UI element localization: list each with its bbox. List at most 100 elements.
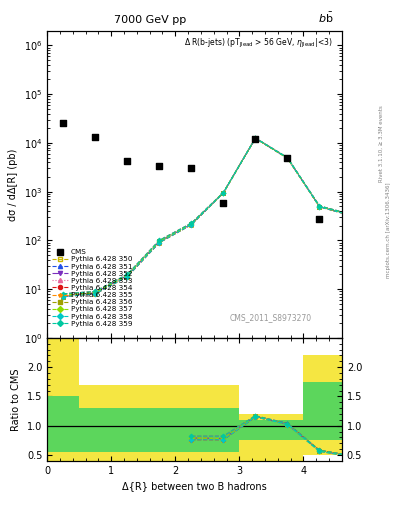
Pythia 6.428 350 bbox=[189, 222, 194, 228]
Line: Pythia 6.428 353: Pythia 6.428 353 bbox=[61, 137, 353, 297]
Pythia 6.428 350 bbox=[221, 190, 226, 196]
Y-axis label: dσ / dΔ[R] (pb): dσ / dΔ[R] (pb) bbox=[8, 148, 18, 221]
Pythia 6.428 356 bbox=[317, 203, 322, 209]
Pythia 6.428 358 bbox=[349, 212, 354, 219]
Legend: CMS, Pythia 6.428 350, Pythia 6.428 351, Pythia 6.428 352, Pythia 6.428 353, Pyt: CMS, Pythia 6.428 350, Pythia 6.428 351,… bbox=[51, 248, 134, 328]
Pythia 6.428 351 bbox=[253, 135, 258, 141]
Pythia 6.428 352 bbox=[61, 294, 66, 300]
Pythia 6.428 351 bbox=[157, 238, 162, 244]
CMS bbox=[188, 164, 195, 173]
Pythia 6.428 350 bbox=[157, 240, 162, 246]
CMS bbox=[60, 119, 66, 127]
Pythia 6.428 355 bbox=[317, 203, 322, 209]
Pythia 6.428 351 bbox=[125, 271, 130, 278]
Pythia 6.428 359 bbox=[253, 135, 258, 141]
Text: 7000 GeV pp: 7000 GeV pp bbox=[114, 14, 186, 25]
Text: Rivet 3.1.10, ≥ 3.3M events: Rivet 3.1.10, ≥ 3.3M events bbox=[379, 105, 384, 182]
Pythia 6.428 351 bbox=[349, 211, 354, 218]
Pythia 6.428 357 bbox=[317, 203, 322, 209]
Pythia 6.428 351 bbox=[221, 189, 226, 196]
Pythia 6.428 358 bbox=[285, 155, 290, 161]
Bar bbox=[272, 414, 303, 466]
Pythia 6.428 356 bbox=[253, 135, 258, 141]
Pythia 6.428 350 bbox=[93, 291, 97, 297]
Pythia 6.428 359 bbox=[125, 271, 130, 278]
X-axis label: Δ{R} between two B hadrons: Δ{R} between two B hadrons bbox=[122, 481, 267, 491]
Text: b$\mathsf{\bar{b}}$: b$\mathsf{\bar{b}}$ bbox=[318, 10, 333, 25]
Pythia 6.428 359 bbox=[317, 203, 322, 209]
Pythia 6.428 354 bbox=[317, 204, 322, 210]
Bar bbox=[239, 414, 272, 466]
Text: CMS_2011_S8973270: CMS_2011_S8973270 bbox=[230, 313, 312, 323]
Pythia 6.428 352 bbox=[157, 239, 162, 245]
Text: mcplots.cern.ch [arXiv:1306.3436]: mcplots.cern.ch [arXiv:1306.3436] bbox=[386, 183, 391, 278]
Pythia 6.428 351 bbox=[189, 220, 194, 226]
Pythia 6.428 353 bbox=[285, 155, 290, 161]
Bar bbox=[303, 382, 336, 440]
Pythia 6.428 355 bbox=[157, 238, 162, 244]
Pythia 6.428 357 bbox=[93, 289, 97, 295]
CMS bbox=[156, 162, 162, 170]
Pythia 6.428 357 bbox=[221, 189, 226, 196]
Pythia 6.428 358 bbox=[189, 222, 194, 228]
Bar bbox=[47, 338, 79, 466]
Pythia 6.428 354 bbox=[285, 155, 290, 161]
Bar bbox=[208, 385, 239, 466]
Pythia 6.428 355 bbox=[125, 271, 130, 278]
Pythia 6.428 353 bbox=[61, 292, 66, 298]
Pythia 6.428 359 bbox=[349, 211, 354, 218]
Pythia 6.428 356 bbox=[125, 272, 130, 279]
CMS bbox=[316, 215, 323, 223]
Pythia 6.428 355 bbox=[93, 288, 97, 294]
Bar bbox=[79, 385, 111, 466]
Pythia 6.428 350 bbox=[61, 294, 66, 300]
CMS bbox=[220, 199, 226, 207]
Line: Pythia 6.428 350: Pythia 6.428 350 bbox=[61, 136, 353, 298]
Pythia 6.428 353 bbox=[317, 203, 322, 209]
Pythia 6.428 352 bbox=[189, 221, 194, 227]
Line: Pythia 6.428 357: Pythia 6.428 357 bbox=[61, 137, 353, 297]
Line: Pythia 6.428 359: Pythia 6.428 359 bbox=[61, 136, 353, 295]
Y-axis label: Ratio to CMS: Ratio to CMS bbox=[11, 368, 21, 431]
Pythia 6.428 356 bbox=[285, 155, 290, 161]
CMS bbox=[252, 135, 259, 143]
Line: Pythia 6.428 352: Pythia 6.428 352 bbox=[61, 137, 353, 298]
Pythia 6.428 357 bbox=[125, 272, 130, 279]
Pythia 6.428 354 bbox=[189, 222, 194, 228]
Pythia 6.428 351 bbox=[61, 291, 66, 297]
CMS bbox=[124, 157, 130, 165]
Pythia 6.428 357 bbox=[157, 239, 162, 245]
Pythia 6.428 350 bbox=[349, 212, 354, 219]
Pythia 6.428 352 bbox=[317, 203, 322, 209]
Pythia 6.428 358 bbox=[221, 190, 226, 196]
Pythia 6.428 353 bbox=[157, 239, 162, 245]
Line: Pythia 6.428 356: Pythia 6.428 356 bbox=[61, 137, 353, 298]
Pythia 6.428 355 bbox=[61, 291, 66, 297]
Pythia 6.428 355 bbox=[285, 155, 290, 161]
Pythia 6.428 359 bbox=[189, 220, 194, 226]
Pythia 6.428 352 bbox=[221, 189, 226, 196]
Pythia 6.428 354 bbox=[61, 294, 66, 300]
Line: Pythia 6.428 354: Pythia 6.428 354 bbox=[61, 136, 353, 298]
Pythia 6.428 358 bbox=[125, 273, 130, 280]
Pythia 6.428 353 bbox=[125, 272, 130, 279]
Pythia 6.428 352 bbox=[285, 155, 290, 161]
Pythia 6.428 353 bbox=[93, 289, 97, 295]
Pythia 6.428 352 bbox=[253, 135, 258, 141]
Pythia 6.428 352 bbox=[125, 272, 130, 279]
Line: Pythia 6.428 358: Pythia 6.428 358 bbox=[61, 136, 353, 298]
Pythia 6.428 356 bbox=[189, 221, 194, 227]
Bar bbox=[336, 355, 367, 455]
Bar bbox=[303, 355, 336, 455]
Pythia 6.428 359 bbox=[221, 189, 226, 196]
CMS bbox=[92, 133, 98, 141]
Bar bbox=[47, 396, 79, 452]
Pythia 6.428 354 bbox=[349, 212, 354, 219]
Pythia 6.428 355 bbox=[253, 135, 258, 141]
Pythia 6.428 357 bbox=[189, 221, 194, 227]
CMS bbox=[348, 193, 354, 201]
Pythia 6.428 353 bbox=[189, 221, 194, 227]
CMS bbox=[284, 154, 290, 162]
Pythia 6.428 358 bbox=[61, 294, 66, 300]
Pythia 6.428 358 bbox=[317, 204, 322, 210]
